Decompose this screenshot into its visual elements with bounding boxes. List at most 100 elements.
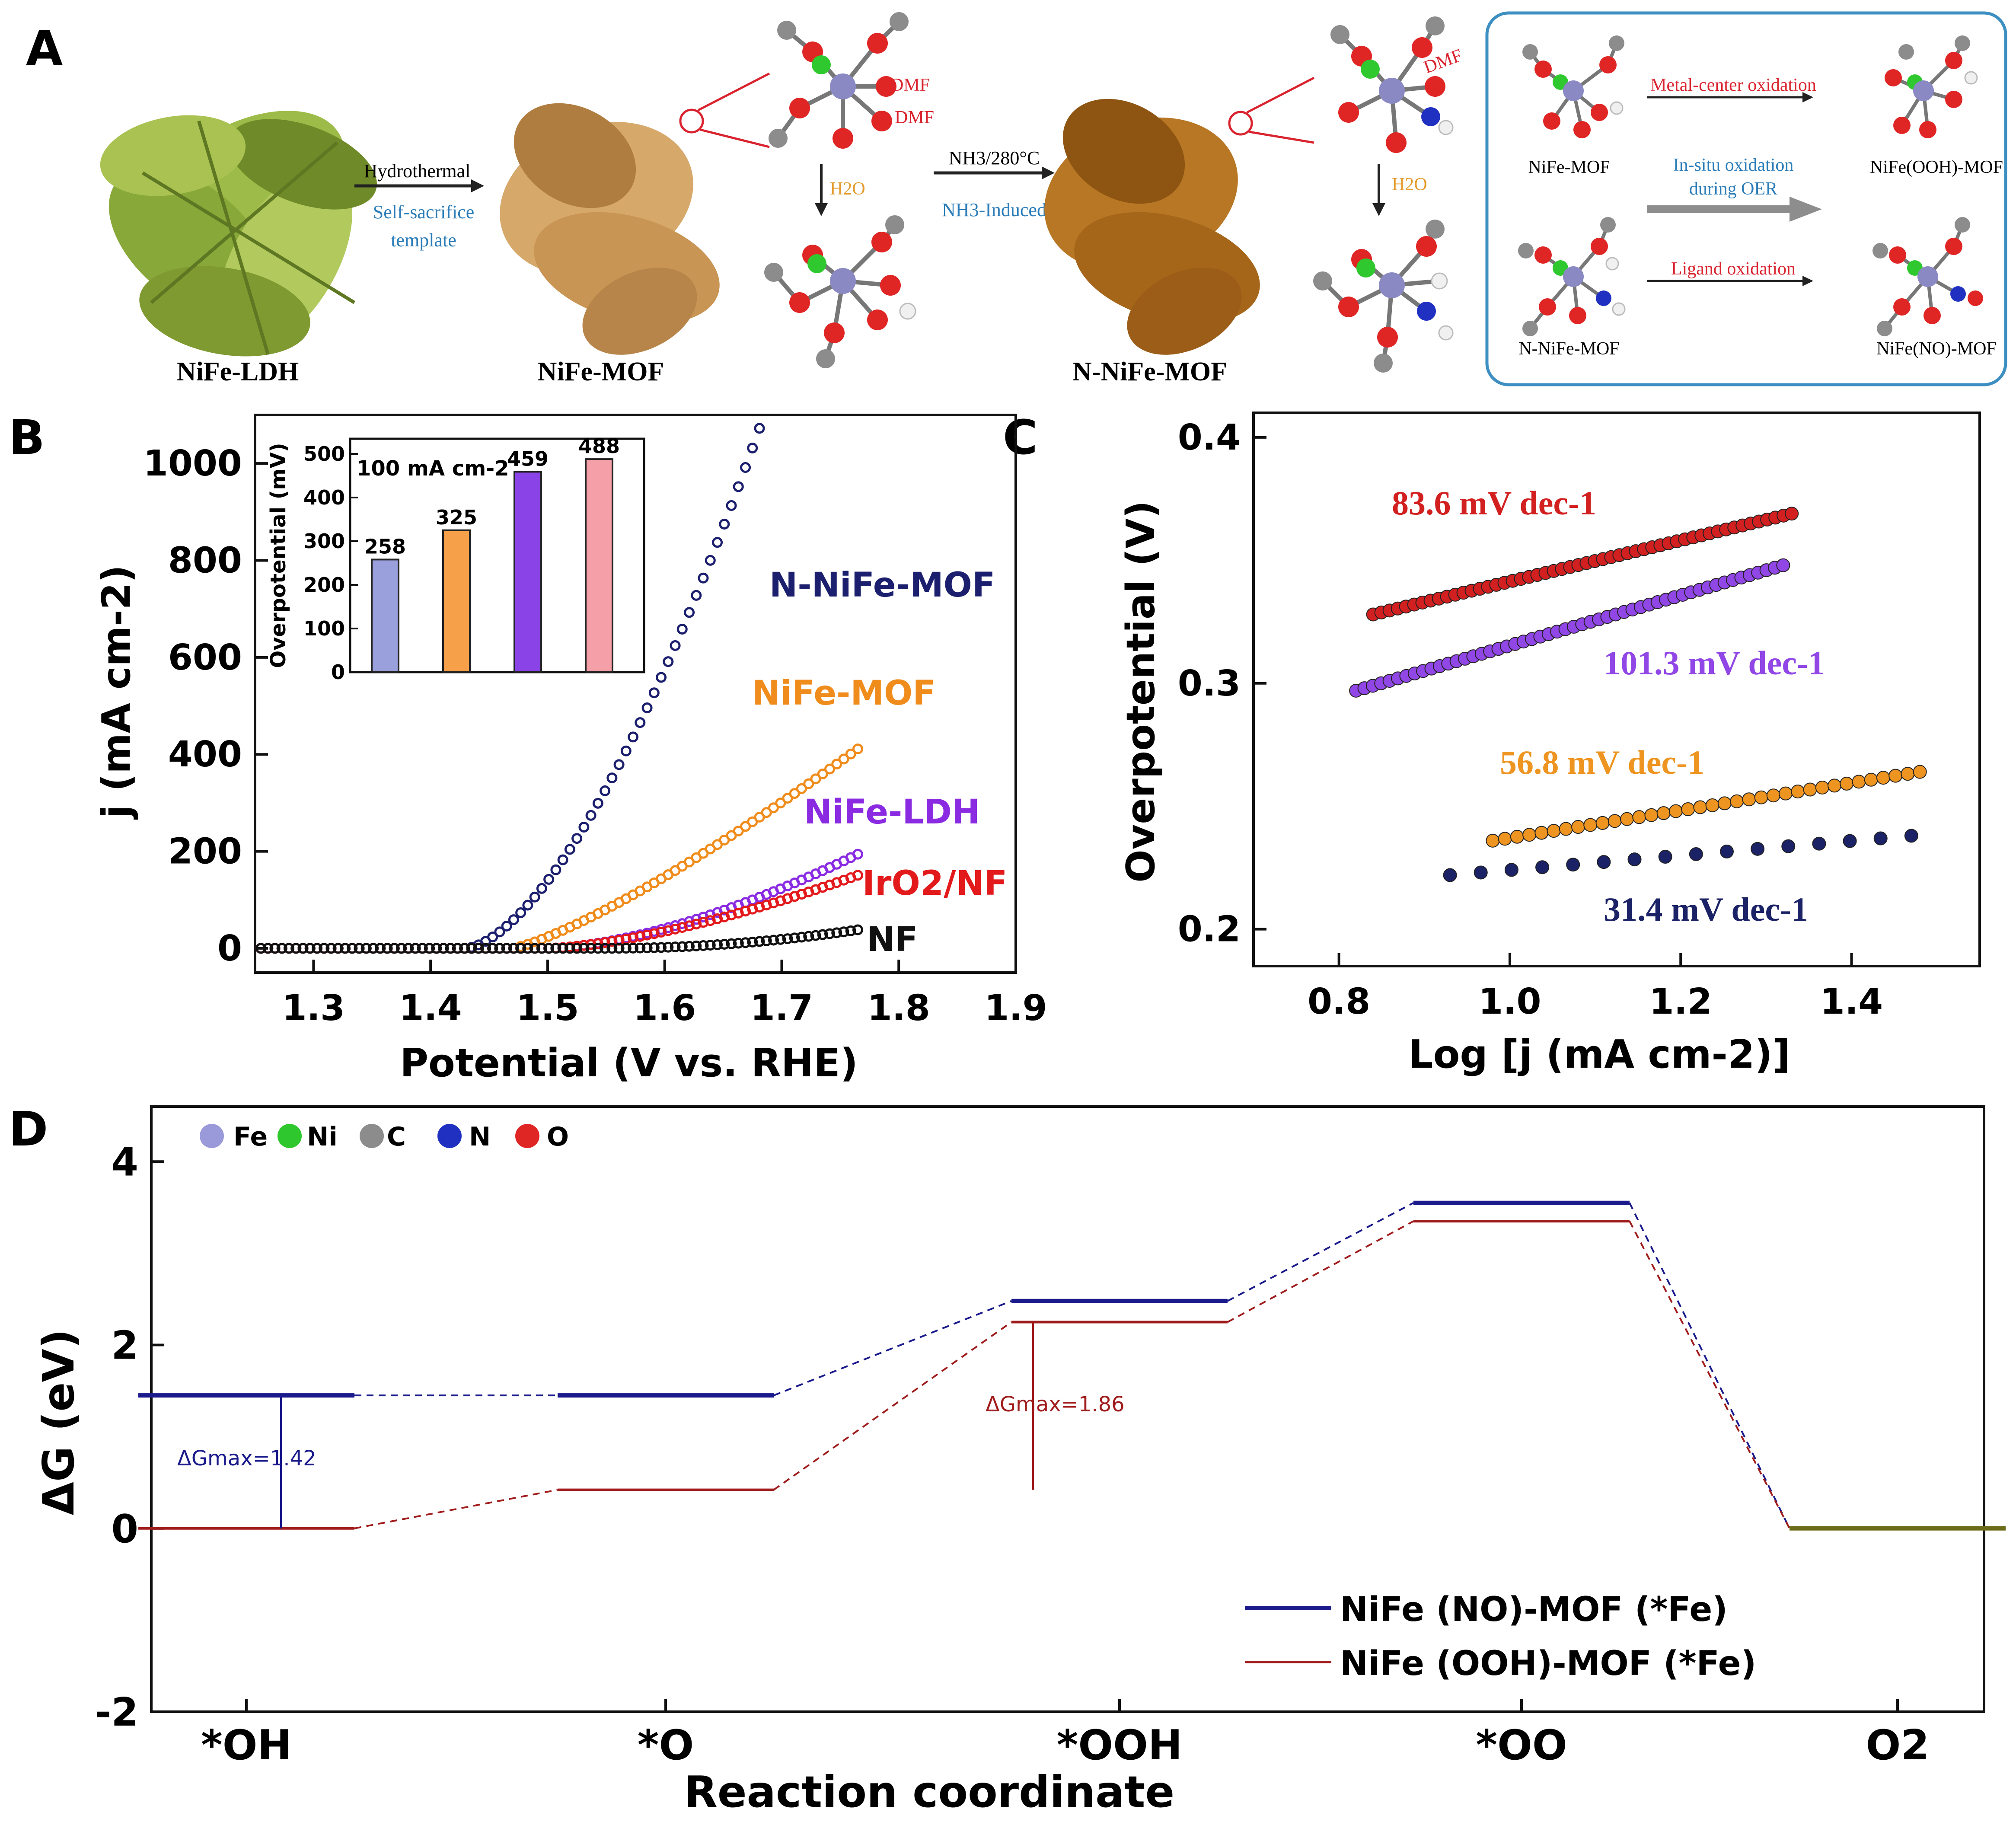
nife-ldh-image: [100, 111, 377, 357]
box-insitu-1: In-situ oxidation: [1673, 155, 1794, 175]
point-nife-mof-81: [824, 763, 835, 775]
dmf-label-1: DMF: [890, 75, 930, 95]
point-nf-61: [684, 941, 695, 952]
tafel-point-2-14: [1656, 806, 1671, 820]
point-n-nife-mof-53: [628, 731, 639, 743]
point-nf-39: [529, 943, 540, 954]
point-nf-69: [740, 937, 751, 948]
legend-fe-atom: [200, 1124, 224, 1148]
dg-arrows: [280, 1322, 1034, 1528]
point-nf-25: [431, 943, 442, 954]
oxidation-scheme-box: [1485, 11, 2007, 386]
tafel-point-2-10: [1608, 814, 1622, 828]
tafel-point-2-35: [1913, 765, 1927, 779]
point-nf-55: [641, 942, 653, 954]
inset-bar-2: [514, 471, 542, 673]
point-n-nife-mof-49: [600, 785, 611, 796]
tafel-point-3-7: [1658, 850, 1672, 864]
tafel-point-2-29: [1840, 776, 1854, 791]
arrow2-top: NH3/280°C: [949, 147, 1040, 169]
box-metal-oxidation: Metal-center oxidation: [1650, 75, 1816, 95]
point-iro2-nf-48: [592, 938, 603, 949]
point-nf-20: [396, 943, 407, 954]
arrow1-bottom1: Self-sacrifice: [373, 201, 475, 223]
point-n-nife-mof-60: [676, 624, 688, 635]
legend-o: O: [547, 1122, 569, 1152]
label-nife-mof: NiFe-MOF: [538, 357, 664, 386]
panel-d-ylabel: ΔG (eV): [33, 1329, 84, 1516]
point-n-nife-mof-41: [543, 874, 555, 885]
tafel-point-3-4: [1566, 858, 1580, 872]
tafel-point-2-13: [1644, 808, 1659, 822]
panel-b-xlabel: Potential (V vs. RHE): [400, 1040, 858, 1086]
legend-ni-atom: [278, 1124, 302, 1148]
arrow2-bottom: NH3-Induced: [942, 199, 1046, 220]
tafel-point-3-12: [1812, 836, 1826, 851]
point-n-nife-mof-51: [613, 759, 625, 770]
element-legend: Fe Ni C N O: [200, 1122, 569, 1152]
point-n-nife-mof-65: [712, 537, 723, 548]
panel-c-points: [1349, 507, 1927, 882]
point-nf-70: [747, 936, 758, 948]
point-nf-85: [852, 924, 863, 935]
legend-n-atom: [437, 1124, 462, 1148]
mof-cluster-h2o: [764, 215, 916, 368]
tafel-point-2-8: [1583, 818, 1598, 832]
point-n-nife-mof-47: [585, 810, 597, 821]
tafel-point-2-27: [1815, 780, 1829, 794]
tafel-label-red: 83.6 mV dec-1: [1392, 484, 1596, 522]
box-mol-nife-mof: [1522, 35, 1624, 138]
inset-y-tick-label-0: 0: [331, 660, 345, 684]
point-n-nife-mof-33: [487, 932, 498, 943]
point-nf-9: [319, 943, 330, 954]
legend-o-atom: [515, 1124, 539, 1148]
tafel-series-1: [1349, 558, 1790, 698]
d-x-tick-label-0: *OH: [201, 1722, 292, 1769]
point-n-nife-mof-64: [705, 555, 716, 566]
point-n-nife-mof-67: [726, 500, 737, 511]
box-label-ooh-mof: NiFe(OOH)-MOF: [1870, 157, 2003, 177]
point-n-nife-mof-70: [747, 443, 758, 454]
tafel-point-2-33: [1888, 769, 1903, 783]
connector-1-2: [1227, 1220, 1414, 1323]
tafel-point-2-24: [1779, 786, 1793, 801]
point-nf-27: [445, 943, 456, 954]
point-nife-mof-85: [852, 743, 863, 755]
c-y-tick-label-0-4: 0.4: [1178, 417, 1241, 458]
point-n-nife-mof-39: [529, 891, 540, 903]
tafel-point-3-10: [1751, 842, 1765, 856]
nmof-cluster-dmf: [1330, 16, 1454, 153]
tafel-point-2-23: [1766, 788, 1780, 803]
point-iro2-nf-61: [684, 920, 695, 932]
point-nife-mof-82: [831, 758, 842, 769]
point-nf-15: [360, 943, 372, 954]
c-x-tick-label-1-0: 1.0: [1478, 981, 1541, 1022]
point-nf-48: [592, 943, 603, 954]
inset-bar-label-2: 459: [507, 447, 549, 470]
point-nife-mof-84: [845, 748, 856, 759]
point-nf-51: [613, 943, 625, 954]
tafel-point-2-19: [1717, 796, 1732, 810]
panel-c-axes: 0.8 1.0 1.2 1.4 0.2 0.3 0.4: [1178, 417, 1883, 1022]
point-iro2-nf-55: [641, 929, 653, 941]
x-tick-label-1-7: 1.7: [750, 988, 813, 1029]
point-nf-49: [600, 943, 611, 954]
tafel-point-3-15: [1904, 829, 1918, 843]
point-nf-41: [543, 943, 555, 954]
tafel-point-2-34: [1901, 767, 1915, 781]
x-tick-label-1-6: 1.6: [633, 988, 696, 1029]
point-nf-56: [648, 942, 660, 953]
tafel-label-navy: 31.4 mV dec-1: [1604, 890, 1808, 928]
legend-ooh-mof: NiFe (OOH)-MOF (*Fe): [1340, 1644, 1756, 1683]
point-iro2-nf-57: [656, 926, 667, 938]
y-tick-label-200: 200: [168, 831, 242, 872]
point-nf-33: [487, 943, 498, 954]
x-tick-label-1-8: 1.8: [868, 988, 930, 1029]
connector-0-1: [773, 1300, 1012, 1397]
point-n-nife-mof-52: [620, 745, 632, 756]
point-n-nife-mof-71: [754, 423, 765, 434]
point-n-nife-mof-43: [557, 854, 568, 865]
y-tick-label-1000: 1000: [144, 443, 242, 484]
point-nf-17: [375, 943, 386, 954]
